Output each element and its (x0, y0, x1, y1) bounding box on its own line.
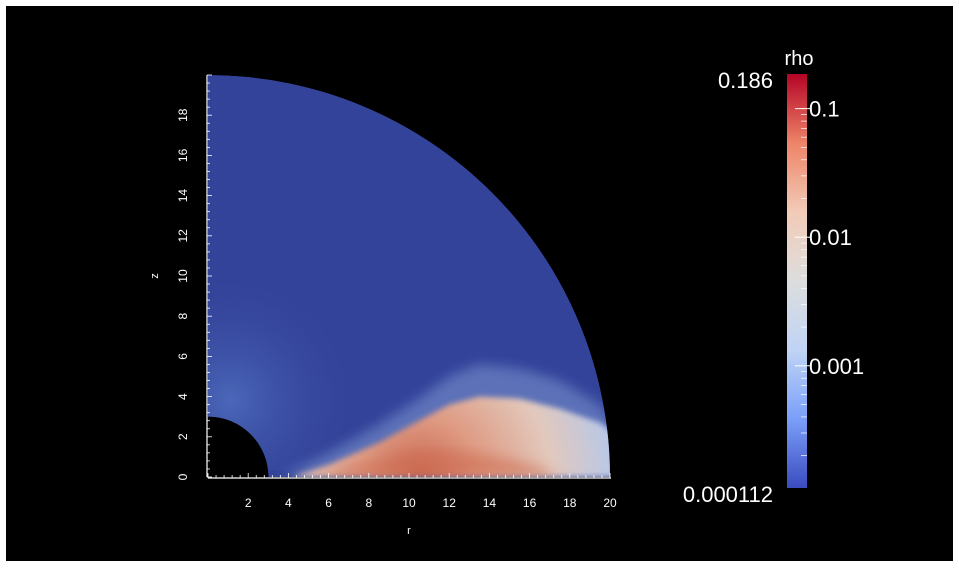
y-tick-label: 10 (176, 269, 190, 283)
y-tick-label: 6 (176, 353, 190, 360)
inner-boundary (208, 416, 269, 477)
x-tick-label: 10 (402, 496, 416, 510)
x-tick-label: 20 (603, 496, 617, 510)
x-tick-labels: 2 4 6 8 10 12 14 16 18 20 (245, 496, 617, 510)
x-tick-label: 12 (443, 496, 457, 510)
x-minor-ticks (207, 473, 611, 478)
x-tick-label: 2 (245, 496, 252, 510)
y-tick-label: 16 (176, 148, 190, 162)
colorbar: 0.1 0.01 0.001 rho 0.186 0.000112 (683, 48, 864, 507)
y-minor-ticks (207, 74, 212, 478)
x-tick-label: 8 (365, 496, 372, 510)
x-axis-label: r (407, 525, 411, 537)
colorbar-max-label: 0.186 (718, 68, 773, 93)
x-tick-label: 14 (483, 496, 497, 510)
colorbar-gradient (787, 74, 807, 488)
y-tick-label: 18 (176, 108, 190, 122)
colorbar-min-label: 0.000112 (683, 482, 773, 507)
colorbar-title: rho (785, 48, 814, 70)
x-tick-label: 16 (523, 496, 537, 510)
axes: 2 4 6 8 10 12 14 16 18 20 0 2 4 6 8 10 12 14 16 18 r z (149, 74, 617, 537)
x-tick-label: 6 (325, 496, 332, 510)
disk-layer (292, 396, 610, 477)
y-tick-labels: 0 2 4 6 8 10 12 14 16 18 (176, 108, 190, 480)
colorbar-tick-label: 0.01 (809, 225, 852, 250)
y-tick-label: 0 (176, 473, 190, 480)
dense-midplane (318, 450, 560, 477)
y-tick-label: 14 (176, 189, 190, 203)
y-axis-label: z (149, 273, 161, 279)
y-tick-label: 4 (176, 393, 190, 400)
x-tick-label: 4 (285, 496, 292, 510)
colorbar-tick-label: 0.1 (809, 97, 840, 122)
y-tick-label: 12 (176, 229, 190, 243)
y-tick-label: 2 (176, 433, 190, 440)
x-tick-label: 18 (563, 496, 577, 510)
colorbar-tick-label: 0.001 (809, 354, 864, 379)
y-tick-label: 8 (176, 313, 190, 320)
colorbar-ticks: 0.1 0.01 0.001 (795, 97, 864, 379)
